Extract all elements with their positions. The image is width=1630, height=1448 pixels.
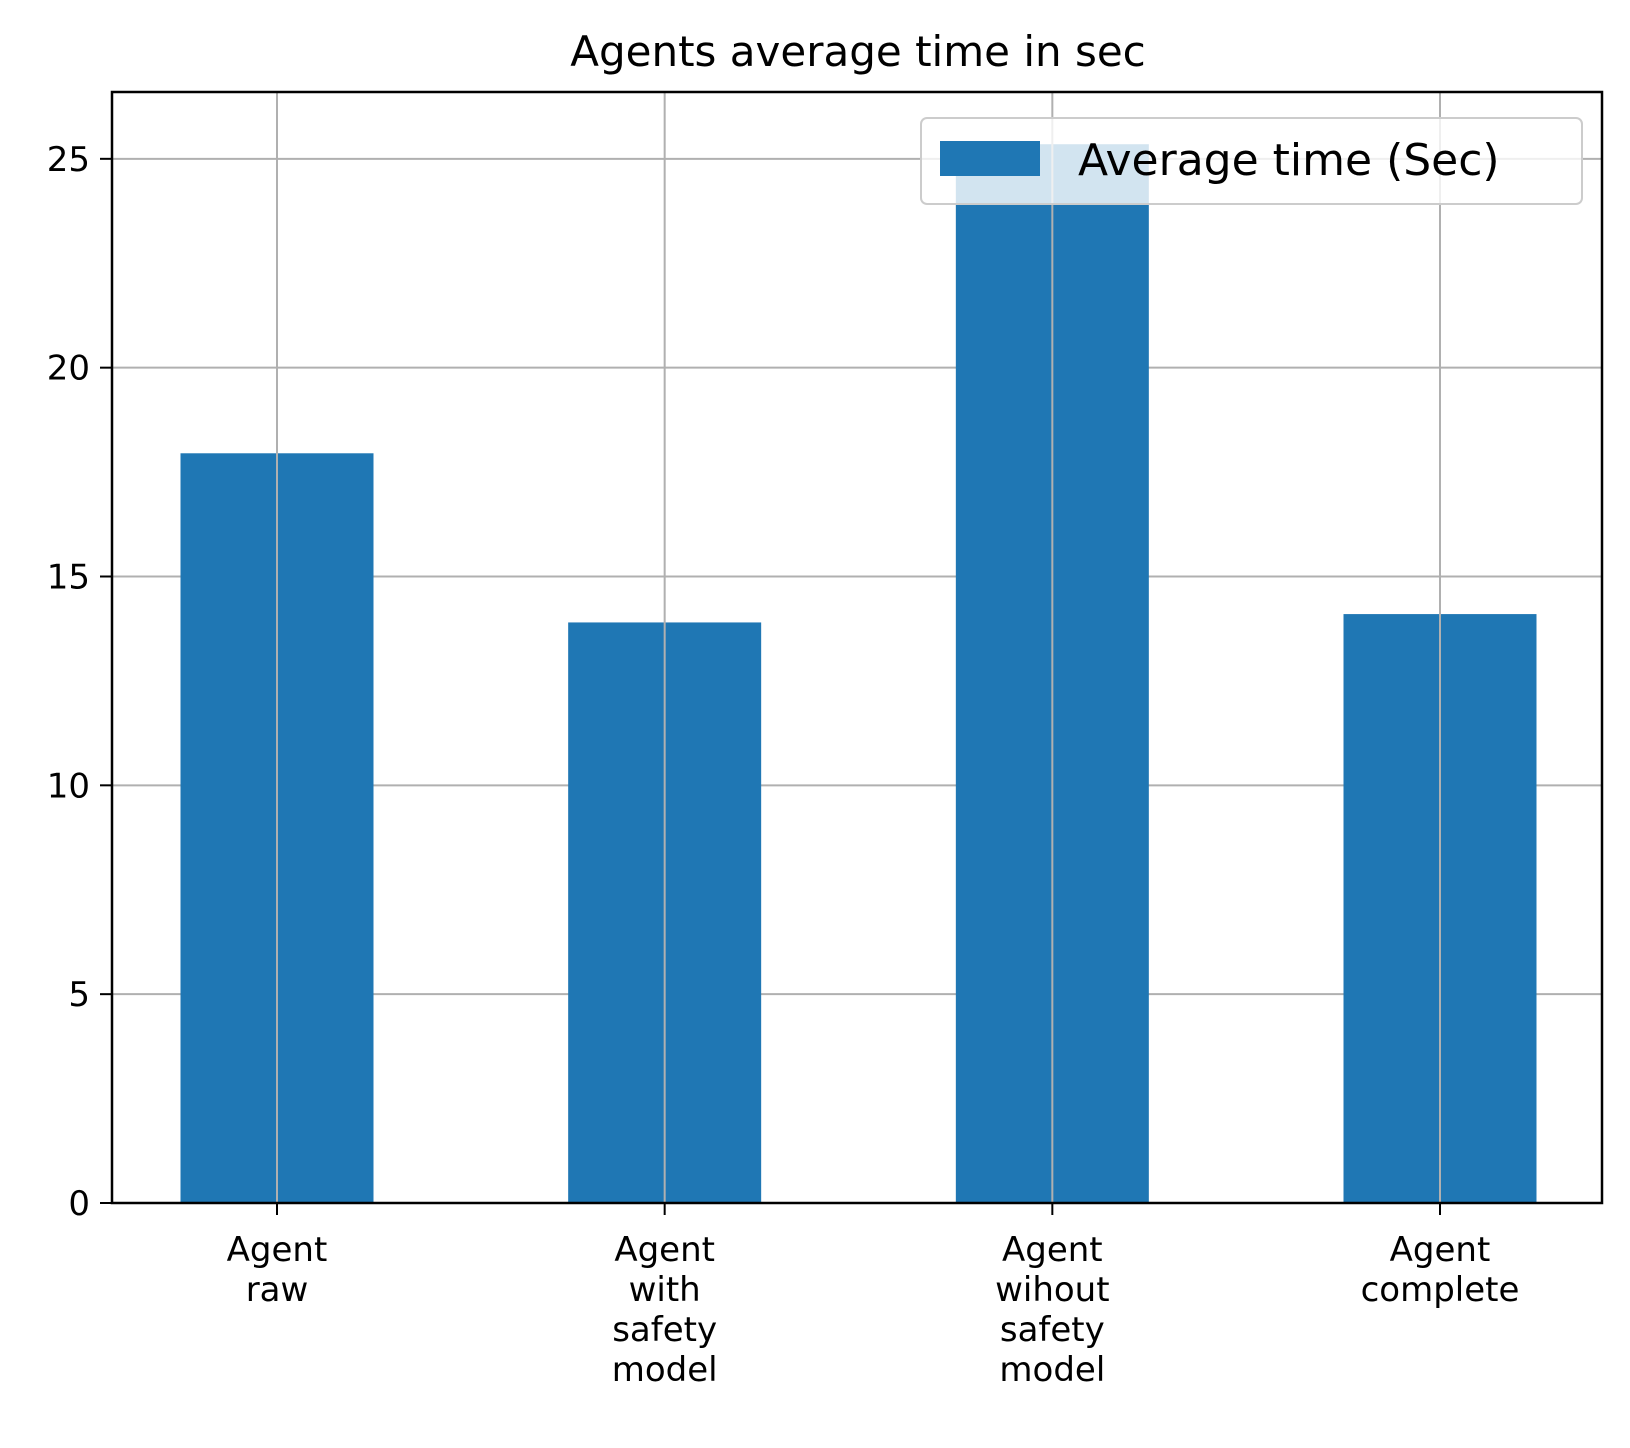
y-axis-ticks: 0 5 10 15 20 25 bbox=[47, 140, 112, 1224]
x-tick-label: Agent wihout safety model bbox=[995, 1230, 1109, 1390]
vertical-grid-lines bbox=[276, 92, 1441, 1203]
y-tick-label: 10 bbox=[47, 766, 90, 806]
y-tick-label: 5 bbox=[68, 975, 90, 1015]
x-tick-label-line: Agent bbox=[614, 1230, 715, 1270]
bars bbox=[180, 144, 1537, 1204]
x-tick-label: Agent with safety model bbox=[612, 1230, 718, 1390]
y-tick-label: 15 bbox=[47, 557, 90, 597]
legend-box bbox=[920, 117, 1583, 205]
x-tick-label-line: safety bbox=[1000, 1310, 1105, 1350]
x-tick-label-line: Agent bbox=[227, 1230, 328, 1270]
x-tick-label-line: with bbox=[629, 1270, 701, 1310]
x-tick-label-line: model bbox=[999, 1350, 1105, 1390]
chart-title: Agents average time in sec bbox=[570, 27, 1146, 76]
legend: Average time (Sec) bbox=[920, 117, 1583, 205]
x-tick-label-line: raw bbox=[246, 1270, 309, 1310]
x-tick-label: Agent complete bbox=[1361, 1230, 1520, 1310]
axes bbox=[110, 90, 1604, 1205]
y-tick-label: 25 bbox=[47, 140, 90, 180]
y-tick-label: 0 bbox=[68, 1184, 90, 1224]
x-tick-label: Agent raw bbox=[227, 1230, 328, 1310]
x-tick-label-line: Agent bbox=[1390, 1230, 1491, 1270]
x-tick-label-line: safety bbox=[612, 1310, 717, 1350]
x-tick-label-line: complete bbox=[1361, 1270, 1520, 1310]
x-tick-label-line: wihout bbox=[995, 1270, 1109, 1310]
x-tick-label-line: Agent bbox=[1002, 1230, 1103, 1270]
legend-swatch bbox=[940, 141, 1040, 176]
plot-frame bbox=[110, 90, 1604, 1205]
legend-label: Average time (Sec) bbox=[1078, 135, 1500, 186]
y-tick-label: 20 bbox=[47, 349, 90, 389]
x-tick-label-line: model bbox=[612, 1350, 718, 1390]
